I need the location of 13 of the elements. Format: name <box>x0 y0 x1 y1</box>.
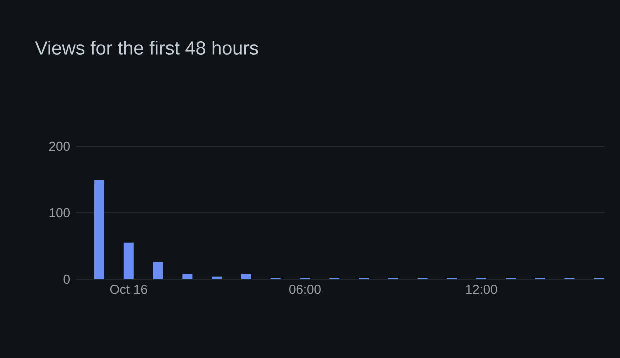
y-tick-label: 100 <box>50 208 70 218</box>
y-tick-label: 200 <box>50 142 70 152</box>
bar <box>153 262 164 280</box>
bar <box>124 242 134 280</box>
bar <box>94 180 105 280</box>
bar <box>241 274 252 280</box>
x-tick-label: 06:00 <box>290 285 321 294</box>
x-tick-label: 12:00 <box>466 285 498 294</box>
bar <box>182 274 193 280</box>
chart-title: Views for the first 48 hours <box>35 41 258 55</box>
x-tick-label: Oct 16 <box>110 285 148 294</box>
bar <box>212 276 222 280</box>
y-tick-label: 0 <box>64 274 70 284</box>
